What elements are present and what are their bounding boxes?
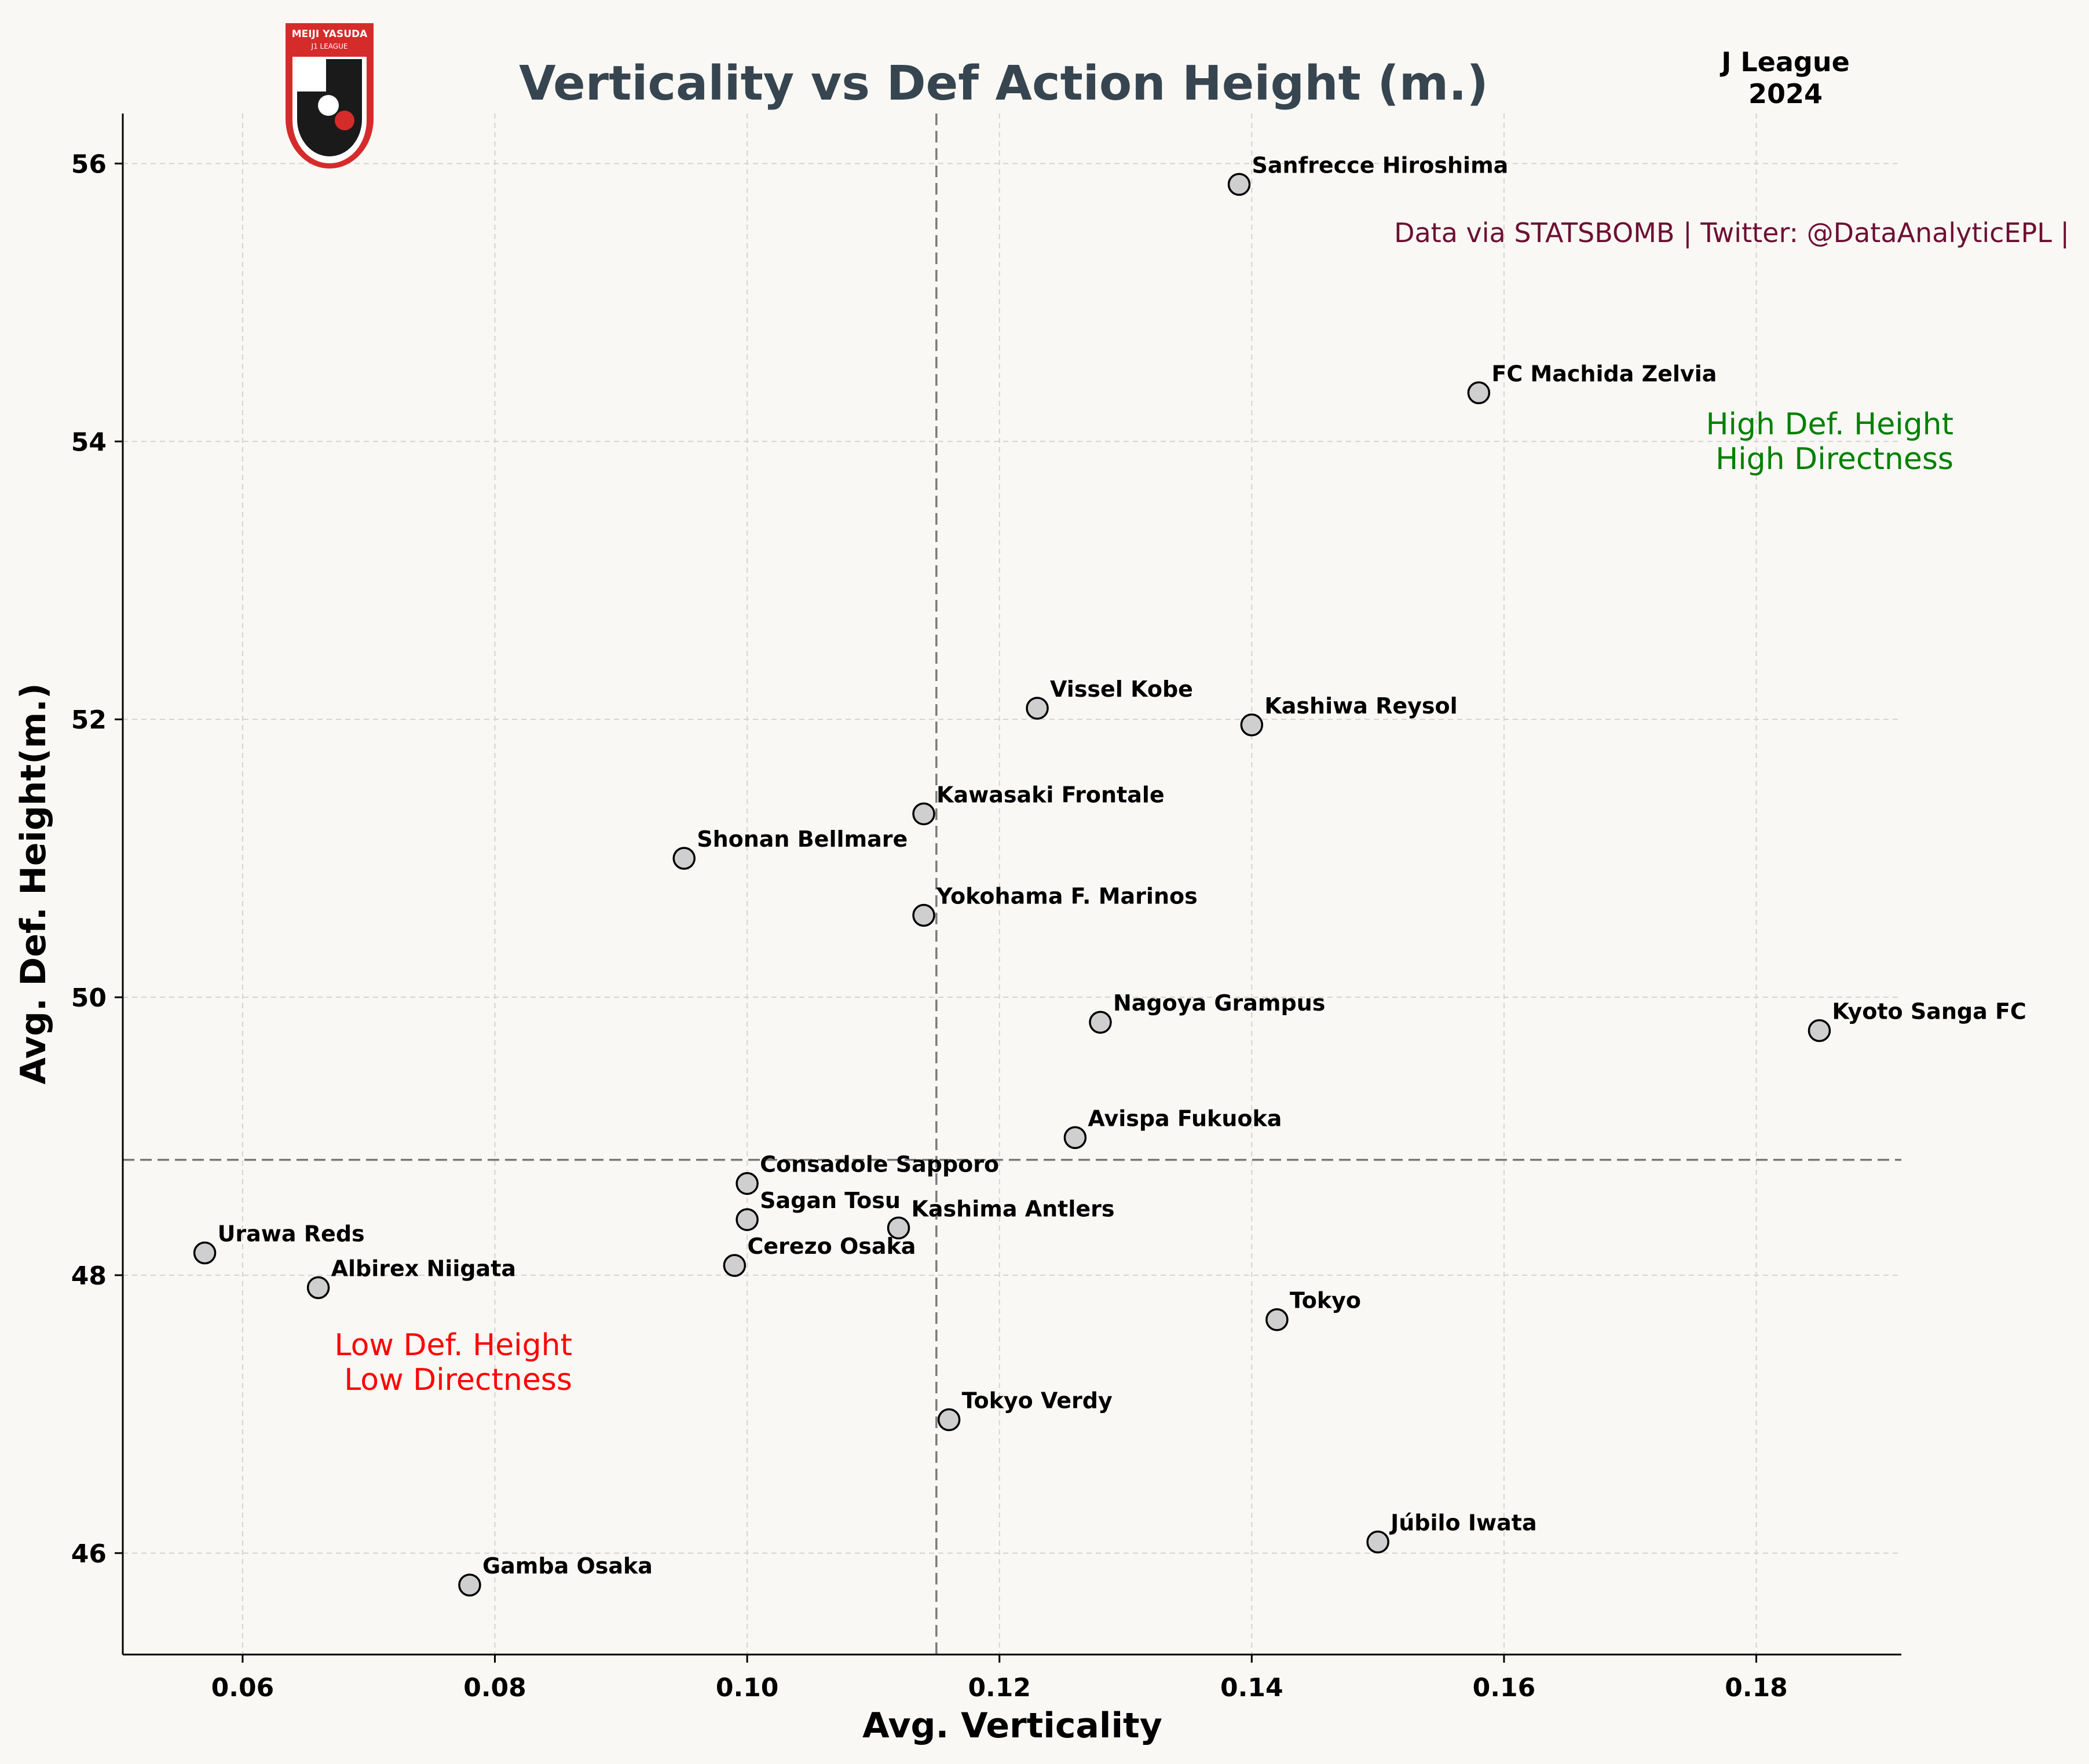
point-labels: Sanfrecce Hiroshima FC Machida Zelvia Viss…: [218, 152, 2026, 1579]
data-point: [912, 802, 935, 826]
data-point: [912, 903, 935, 927]
point-label: Shonan Bellmare: [697, 826, 908, 852]
point-label: Kashima Antlers: [911, 1196, 1114, 1221]
point-label: FC Machida Zelvia: [1491, 361, 1717, 386]
data-point: [306, 1276, 330, 1300]
point-label: Júbilo Iwata: [1389, 1510, 1536, 1536]
y-axis-ticks: 46 48 50 52 54 56: [71, 149, 123, 1569]
x-tick-label: 0.12: [968, 1673, 1031, 1703]
data-point: [1366, 1530, 1389, 1554]
league-name: J League: [1720, 46, 1850, 78]
data-point: [723, 1254, 747, 1277]
data-point: [736, 1208, 759, 1231]
x-tick-label: 0.06: [211, 1673, 275, 1703]
y-tick-label: 52: [71, 705, 107, 735]
data-point: [1026, 697, 1049, 720]
x-tick-label: 0.16: [1473, 1673, 1536, 1703]
data-point: [887, 1216, 910, 1240]
point-label: Yokohama F. Marinos: [936, 883, 1198, 909]
high-quadrant-label-line2: High Directness: [1715, 442, 1953, 477]
y-axis-title: Avg. Def. Height(m.): [13, 683, 54, 1084]
data-point: [1063, 1126, 1087, 1150]
point-label: Kashiwa Reysol: [1264, 693, 1457, 719]
x-tick-label: 0.10: [716, 1673, 779, 1703]
point-label: Cerezo Osaka: [747, 1234, 916, 1259]
point-label: Kawasaki Frontale: [936, 782, 1165, 807]
data-point: [1227, 173, 1251, 196]
point-label: Urawa Reds: [218, 1221, 365, 1247]
data-point: [1240, 713, 1264, 737]
data-credit: Data via STATSBOMB | Twitter: @DataAnaly…: [1394, 217, 2069, 249]
point-label: Consadole Sapporo: [760, 1152, 999, 1177]
scatter-points: [193, 173, 1831, 1597]
x-axis-title: Avg. Verticality: [862, 1706, 1162, 1746]
gridlines: [123, 114, 1901, 1655]
point-label: Kyoto Sanga FC: [1832, 999, 2026, 1024]
data-point: [672, 847, 696, 870]
point-label: Gamba Osaka: [482, 1553, 653, 1579]
reference-lines: [123, 114, 1901, 1655]
x-axis-ticks: 0.06 0.08 0.10 0.12 0.14 0.16 0.18: [211, 1655, 1788, 1703]
low-quadrant-label-line2: Low Directness: [344, 1363, 572, 1397]
point-label: Tokyo Verdy: [962, 1388, 1113, 1413]
y-tick-label: 50: [71, 983, 107, 1013]
x-tick-label: 0.18: [1725, 1673, 1788, 1703]
j-league-logo: MEIJI YASUDA J1 LEAGUE: [286, 23, 374, 169]
low-quadrant-label-line1: Low Def. Height: [335, 1328, 572, 1363]
point-label: Sagan Tosu: [760, 1188, 901, 1213]
point-label: Sanfrecce Hiroshima: [1252, 152, 1509, 178]
y-tick-label: 46: [71, 1539, 107, 1569]
point-label: Vissel Kobe: [1050, 676, 1193, 702]
data-point: [1089, 1011, 1112, 1034]
y-tick-label: 48: [71, 1261, 107, 1291]
data-point: [1808, 1019, 1831, 1042]
point-label: Albirex Niigata: [331, 1256, 516, 1282]
point-label: Nagoya Grampus: [1113, 990, 1325, 1016]
data-point: [1265, 1308, 1289, 1331]
logo-text-sub: J1 LEAGUE: [311, 42, 348, 50]
point-label: Tokyo: [1290, 1288, 1361, 1313]
data-point: [937, 1408, 961, 1432]
chart-title: Verticality vs Def Action Height (m.): [519, 56, 1488, 111]
data-point: [193, 1241, 217, 1265]
data-point: [1467, 381, 1491, 405]
x-tick-label: 0.14: [1220, 1673, 1283, 1703]
x-tick-label: 0.08: [463, 1673, 526, 1703]
high-quadrant-label-line1: High Def. Height: [1706, 407, 1953, 442]
y-tick-label: 54: [71, 427, 107, 457]
data-point: [736, 1172, 759, 1195]
point-label: Avispa Fukuoka: [1088, 1106, 1282, 1131]
logo-text-top: MEIJI YASUDA: [292, 28, 368, 40]
y-tick-label: 56: [71, 149, 107, 179]
data-point: [458, 1573, 481, 1597]
season-year: 2024: [1748, 78, 1823, 109]
